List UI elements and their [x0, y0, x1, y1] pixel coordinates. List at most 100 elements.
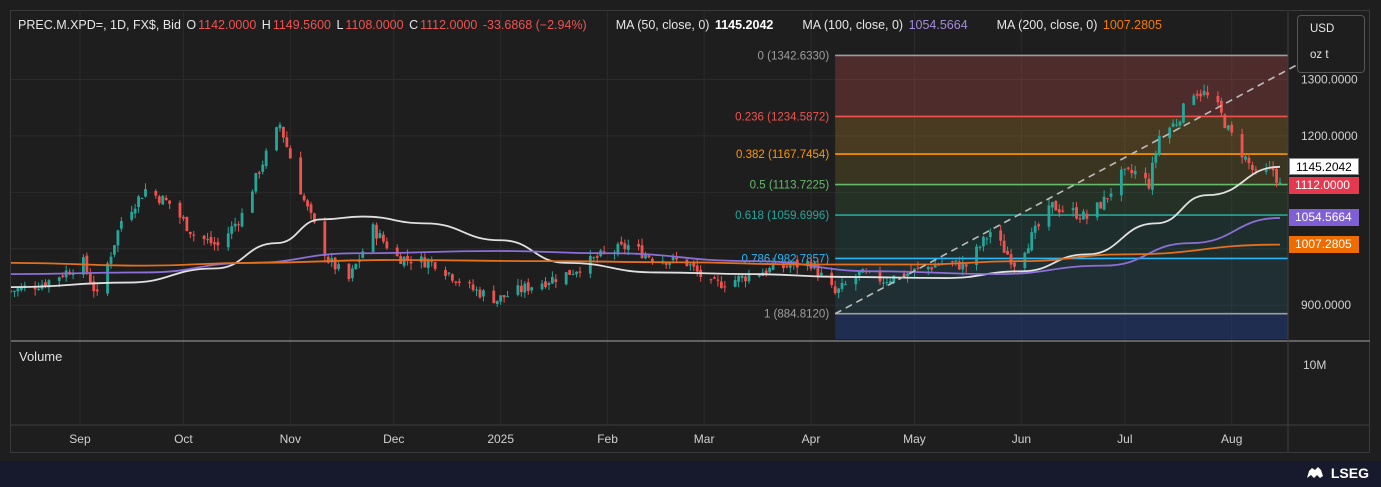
- candle-body: [264, 150, 268, 167]
- candle-body: [954, 260, 958, 262]
- candle-body: [371, 224, 375, 253]
- candle-body: [1195, 93, 1199, 96]
- ma100-legend[interactable]: MA (100, close, 0): [802, 18, 904, 32]
- candle-body: [230, 226, 234, 234]
- open-label: O: [186, 18, 197, 32]
- candle-body: [916, 267, 920, 269]
- candle-body: [1013, 262, 1016, 267]
- candle-body: [523, 283, 527, 293]
- candle-body: [92, 281, 96, 292]
- candle-body: [1071, 208, 1075, 211]
- candle-body: [61, 275, 65, 277]
- candle-body: [447, 272, 451, 274]
- candle-body: [1009, 254, 1013, 265]
- candle-body: [1278, 182, 1282, 185]
- candle-body: [740, 275, 744, 279]
- candle-body: [806, 261, 809, 266]
- fib-trendline: [834, 51, 1321, 315]
- candle-body: [119, 221, 123, 229]
- candle-body: [209, 236, 213, 244]
- candle-body: [1223, 114, 1227, 129]
- candle-body: [1078, 218, 1082, 220]
- candle-body: [302, 195, 306, 201]
- candle-body: [575, 271, 578, 275]
- candle-body: [1106, 198, 1109, 200]
- chart-header: PREC.M.XPD=, 1D, FX$, Bid O 1142.0000 H 11…: [18, 18, 1164, 36]
- candle-body: [309, 204, 313, 213]
- candle-body: [495, 300, 499, 304]
- candle-body: [1216, 96, 1220, 103]
- candle-body: [878, 270, 882, 282]
- candle-body: [592, 257, 596, 259]
- candle-body: [1219, 100, 1223, 113]
- candle-body: [554, 279, 558, 283]
- candle-body: [547, 282, 551, 286]
- candle-body: [361, 251, 365, 258]
- candle-body: [1171, 123, 1175, 127]
- candle-body: [261, 164, 265, 172]
- candle-body: [757, 274, 761, 277]
- x-tick-label: Jun: [1012, 432, 1031, 446]
- candle-body: [430, 261, 434, 263]
- candle-body: [1154, 153, 1158, 163]
- y-tick-label: 900.0000: [1301, 298, 1351, 312]
- moving-average-line: [10, 165, 1281, 288]
- fib-zone-below: [835, 313, 1288, 339]
- candle-body: [1202, 91, 1206, 95]
- fib-level-label: 0.618 (1059.6996): [735, 210, 829, 222]
- candle-body: [192, 234, 196, 236]
- candle-body: [106, 263, 109, 294]
- ma50-legend[interactable]: MA (50, close, 0): [615, 18, 710, 32]
- candle-body: [733, 280, 737, 287]
- ma100-price-tag: 1054.5664: [1289, 209, 1359, 227]
- candle-body: [1254, 169, 1258, 171]
- footer-bar: LSEG: [0, 461, 1381, 487]
- candle-body: [530, 287, 534, 291]
- candle-body: [326, 256, 330, 263]
- candle-body: [1057, 209, 1061, 213]
- candle-body: [385, 241, 389, 249]
- x-tick-label: Oct: [174, 432, 193, 446]
- candle-body: [71, 273, 75, 275]
- candle-body: [837, 288, 841, 293]
- candle-body: [378, 233, 382, 239]
- candle-body: [668, 262, 672, 265]
- moving-average-line: [10, 243, 1281, 267]
- lseg-logo: LSEG: [1305, 465, 1369, 481]
- chart-frame: [10, 10, 1370, 453]
- candle-body: [382, 234, 385, 242]
- candle-body: [233, 223, 237, 227]
- close-label: C: [409, 18, 419, 32]
- candle-body: [937, 264, 941, 266]
- candle-body: [426, 260, 430, 268]
- units-selector[interactable]: USD oz t: [1297, 15, 1365, 73]
- candle-body: [892, 275, 896, 283]
- fib-level-label: 0.236 (1234.5872): [735, 111, 829, 123]
- candle-body: [1085, 213, 1089, 219]
- candle-body: [930, 267, 934, 270]
- candle-body: [1133, 170, 1137, 175]
- symbol-label[interactable]: PREC.M.XPD=, 1D, FX$, Bid: [18, 18, 181, 32]
- candle-body: [354, 263, 358, 269]
- ma50-price-tag: 1145.2042: [1289, 158, 1359, 176]
- candle-body: [254, 173, 258, 192]
- candle-body: [664, 262, 668, 265]
- candle-body: [975, 246, 978, 266]
- candle-body: [637, 244, 641, 247]
- candle-body: [578, 271, 582, 273]
- candle-body: [347, 263, 351, 280]
- x-tick-label: Mar: [694, 432, 715, 446]
- x-tick-label: Nov: [280, 432, 301, 446]
- candle-body: [313, 213, 316, 223]
- candle-body: [771, 263, 775, 270]
- unit-label: oz t: [1310, 49, 1329, 61]
- candle-body: [213, 242, 216, 245]
- candle-body: [402, 256, 406, 266]
- candle-body: [1051, 202, 1054, 208]
- candle-body: [1002, 240, 1006, 253]
- candle-body: [713, 277, 716, 279]
- ma200-legend[interactable]: MA (200, close, 0): [996, 18, 1098, 32]
- candle-body: [1199, 93, 1203, 97]
- candle-body: [282, 126, 285, 138]
